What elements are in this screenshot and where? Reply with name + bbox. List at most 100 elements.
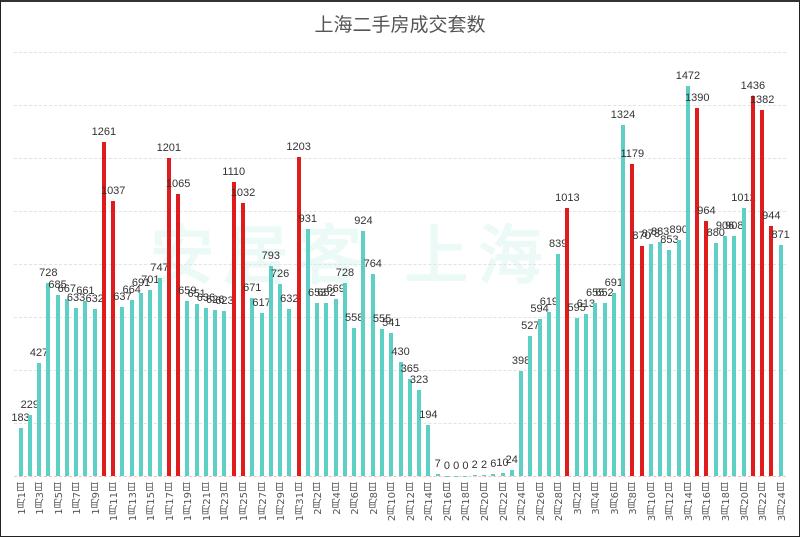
bar bbox=[407, 379, 412, 476]
bar bbox=[667, 250, 672, 476]
x-tick-label: 3月24日 bbox=[776, 482, 788, 522]
gridline bbox=[14, 211, 786, 213]
x-tick-label: 1月3日 bbox=[35, 482, 47, 515]
bar bbox=[83, 300, 88, 476]
x-tick-label: 3月14日 bbox=[683, 482, 695, 522]
data-label: 652 bbox=[595, 287, 614, 300]
bar bbox=[18, 427, 23, 476]
data-label: 793 bbox=[261, 250, 280, 262]
data-label: 1390 bbox=[684, 91, 710, 104]
bar bbox=[509, 469, 514, 476]
data-label: 0 bbox=[443, 459, 450, 472]
data-label: 617 bbox=[252, 296, 271, 309]
bar bbox=[695, 107, 700, 476]
data-label: 632 bbox=[85, 292, 104, 305]
x-tick-label: 1月9日 bbox=[90, 482, 102, 515]
data-label: 1324 bbox=[610, 109, 636, 122]
bar bbox=[519, 370, 524, 476]
data-label: 880 bbox=[706, 226, 725, 239]
data-label: 183 bbox=[11, 411, 30, 424]
bar bbox=[213, 310, 218, 476]
data-label: 906 bbox=[715, 220, 735, 233]
bar bbox=[537, 318, 542, 476]
bar bbox=[240, 202, 245, 476]
bar bbox=[361, 231, 366, 476]
watermark: 安居客 上海 bbox=[150, 220, 553, 294]
bar bbox=[111, 201, 116, 476]
data-label: 541 bbox=[382, 316, 401, 329]
data-label: 655 bbox=[586, 286, 605, 299]
bar bbox=[676, 240, 681, 476]
data-label: 555 bbox=[372, 313, 392, 326]
x-tick-label: 1月31日 bbox=[294, 482, 306, 522]
data-label: 10 bbox=[496, 457, 509, 470]
data-label: 839 bbox=[548, 237, 568, 250]
data-label: 883 bbox=[650, 226, 670, 239]
x-axis-line bbox=[14, 476, 786, 477]
bar bbox=[732, 235, 737, 476]
x-tick-label: 2月16日 bbox=[442, 482, 454, 522]
bar bbox=[621, 125, 626, 476]
x-tick-label: 2月14日 bbox=[424, 482, 436, 522]
bar bbox=[222, 311, 227, 476]
data-label: 664 bbox=[122, 284, 141, 297]
data-label: 685 bbox=[48, 278, 67, 291]
data-label: 1261 bbox=[91, 126, 117, 139]
x-tick-label: 1月29日 bbox=[276, 482, 288, 522]
bar bbox=[472, 475, 477, 476]
x-tick-label: 3月18日 bbox=[721, 482, 733, 522]
bar bbox=[352, 328, 357, 476]
data-label: 613 bbox=[576, 297, 596, 310]
data-label: 931 bbox=[298, 213, 318, 226]
x-tick-label: 1月11日 bbox=[109, 482, 121, 522]
data-label: 2 bbox=[471, 459, 478, 471]
data-label: 0 bbox=[453, 459, 460, 472]
x-tick-label: 1月19日 bbox=[183, 482, 195, 522]
bar bbox=[685, 86, 690, 476]
bar bbox=[259, 312, 264, 476]
bar bbox=[315, 303, 320, 476]
data-label: 594 bbox=[530, 302, 549, 315]
data-label: 871 bbox=[771, 229, 790, 242]
bar bbox=[157, 278, 162, 476]
bar bbox=[74, 308, 79, 476]
data-label: 1013 bbox=[555, 191, 580, 204]
bar bbox=[287, 308, 292, 476]
x-tick-label: 2月18日 bbox=[461, 482, 473, 522]
data-label: 726 bbox=[270, 267, 290, 280]
data-label: 652 bbox=[317, 287, 336, 300]
data-label: 633 bbox=[66, 292, 86, 305]
gridline bbox=[14, 264, 786, 266]
data-label: 24 bbox=[505, 453, 518, 466]
bar bbox=[778, 245, 783, 476]
bar bbox=[37, 362, 42, 476]
bar bbox=[704, 220, 709, 476]
bar bbox=[444, 475, 449, 476]
x-tick-label: 3月22日 bbox=[758, 482, 770, 522]
bar bbox=[194, 303, 199, 476]
bar bbox=[417, 390, 422, 476]
bar bbox=[760, 110, 765, 476]
bar bbox=[602, 303, 607, 476]
data-label: 747 bbox=[150, 262, 169, 275]
x-tick-label: 2月24日 bbox=[517, 482, 529, 522]
bar bbox=[574, 318, 579, 476]
data-label: 527 bbox=[521, 320, 540, 333]
data-label: 398 bbox=[511, 354, 531, 367]
x-tick-label: 2月28日 bbox=[554, 482, 566, 522]
data-label: 430 bbox=[391, 346, 410, 359]
x-tick-label: 1月1日 bbox=[16, 482, 28, 515]
data-label: 701 bbox=[141, 274, 160, 287]
bar bbox=[593, 302, 598, 476]
bar bbox=[454, 475, 459, 476]
bar bbox=[482, 475, 486, 476]
data-label: 878 bbox=[641, 227, 661, 240]
x-tick-label: 1月13日 bbox=[127, 482, 139, 522]
bar bbox=[435, 474, 440, 476]
data-label: 691 bbox=[604, 277, 623, 290]
x-tick-label: 2月10日 bbox=[387, 482, 399, 522]
x-tick-label: 3月4日 bbox=[591, 482, 603, 515]
data-label: 323 bbox=[409, 374, 429, 387]
bar bbox=[250, 298, 255, 476]
bar bbox=[305, 229, 310, 476]
